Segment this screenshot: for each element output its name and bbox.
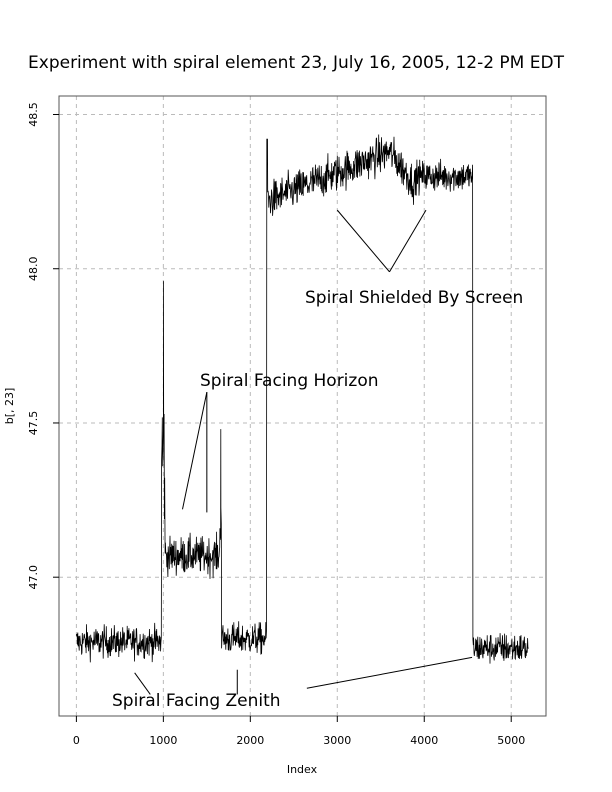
x-axis-label: Index (287, 763, 318, 776)
x-tick-label: 4000 (410, 734, 438, 747)
chart-title: Experiment with spiral element 23, July … (28, 53, 565, 73)
series-layer (76, 134, 529, 664)
y-tick-label: 47.5 (27, 411, 40, 436)
y-tick-label: 47.0 (27, 565, 40, 590)
x-tick-label: 3000 (323, 734, 351, 747)
annotation-pointer (336, 209, 390, 273)
y-axis-label: b[, 23] (3, 388, 16, 425)
x-tick-label: 5000 (497, 734, 525, 747)
x-tick-label: 2000 (236, 734, 264, 747)
x-tick-label: 0 (73, 734, 80, 747)
y-tick-label: 48.5 (27, 102, 40, 127)
x-tick-label: 1000 (149, 734, 177, 747)
y-axis: 47.0 47.5 48.0 48.5 (27, 102, 59, 589)
plot-frame (58, 95, 547, 717)
series-line (76, 134, 529, 664)
annotation-pointer (306, 656, 473, 689)
x-axis: 0 1000 2000 3000 4000 5000 (73, 716, 525, 747)
annotation-zenith: Spiral Facing Zenith (112, 691, 281, 711)
grid-lines (59, 96, 546, 716)
annotation-pointer (181, 392, 208, 510)
annotation-shielded: Spiral Shielded By Screen (305, 288, 523, 308)
annotation-pointer (134, 672, 151, 695)
annotation-pointers (134, 209, 473, 695)
y-tick-label: 48.0 (27, 256, 40, 281)
annotation-pointer (389, 209, 427, 273)
annotation-horizon: Spiral Facing Horizon (200, 371, 379, 391)
